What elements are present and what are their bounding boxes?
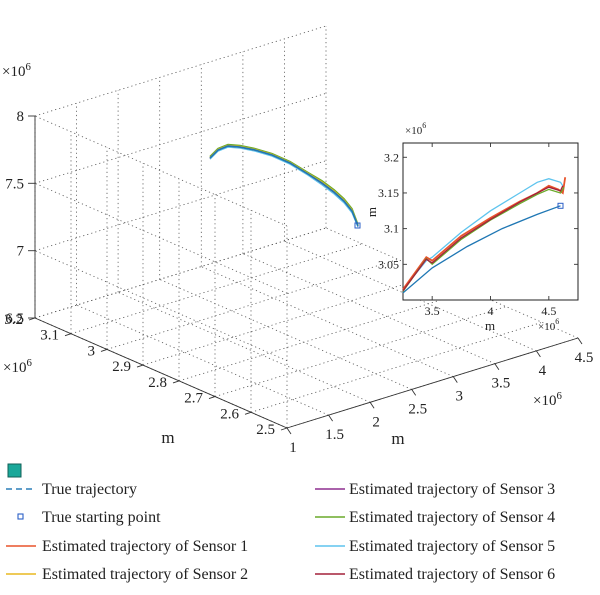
z-tick-label: 6.5 [5,311,24,327]
grid-floor-y [70,243,363,335]
y-tick [64,333,72,337]
x-tick [494,363,500,370]
inset-x-tick-label: 4 [488,304,494,318]
grid-3d [34,25,579,429]
x-tick-label: 3.5 [491,376,510,392]
z-scale-label: ×106 [2,61,31,80]
trajectories-3d [209,143,361,229]
x-tick [452,376,458,383]
inset-series-line [402,185,564,292]
x-tick-label: 1.5 [325,427,344,443]
grid-floor-y [106,259,399,350]
y-tick-label: 3.2 [4,312,23,328]
x-tick [286,427,292,435]
grid-side-z [34,115,288,227]
z-tick-label: 7 [17,244,25,260]
legend-label: True trajectory [42,481,137,498]
grid-back-z [34,227,327,319]
inset-chart: 3.5 4 4.5 3.05 3.1 3.15 3.2 m m ×106 ×106 [364,121,579,333]
grid-floor-y [250,321,543,413]
inset-y-scale-label: ×106 [405,121,426,137]
x-tick [536,350,541,358]
grid-floor-y [142,274,435,366]
grid-floor-y [178,290,471,382]
x-scale-label: ×106 [533,390,562,409]
legend-label: Estimated trajectory of Sensor 1 [42,538,248,555]
grid-side-z [34,182,288,294]
grid-floor-x [159,279,412,390]
inset-y-tick-label: 3.15 [378,186,399,200]
inset-x-axis-label: m [485,318,495,333]
legend-label: True starting point [42,509,161,526]
axis-labels-3d: 6.577.58×10611.522.533.544.5×106m2.52.62… [2,61,593,456]
trajectory-3d-line [209,146,359,228]
y-axis-line [34,317,288,429]
legend-label: Estimated trajectory of Sensor 3 [349,481,555,498]
grid-side-z [34,250,288,362]
y-tick-label: 2.9 [112,359,131,375]
axes-3d [28,115,583,435]
y-tick-label: 2.7 [184,391,203,407]
z-tick-label: 8 [17,109,25,125]
x-tick-label: 2 [372,414,380,430]
trajectory-3d-line [209,143,359,225]
legend-swatch-square [17,513,24,520]
inset-x-scale-label: ×106 [538,317,559,333]
x-tick-label: 4.5 [575,350,594,366]
inset-y-axis-label: m [364,207,379,217]
y-tick-label: 2.5 [256,422,275,438]
y-tick [100,348,108,352]
y-tick-label: 2.8 [148,375,167,391]
y-tick [28,317,36,321]
start-point-3d-marker [354,222,361,229]
grid-back-z [34,160,327,252]
x-axis-line [286,337,579,429]
x-tick-label: 2.5 [408,401,427,417]
y-tick [280,427,288,431]
y-tick-label: 2.6 [220,406,239,422]
inset-x-tick-label: 3.5 [425,304,440,318]
y-tick-label: 3 [88,343,96,359]
y-axis-label: m [161,428,174,447]
inset-x-tick-label: 4.5 [541,304,556,318]
inset-y-tick-label: 3.2 [384,150,399,164]
x-tick-label: 4 [539,363,547,379]
inset-y-tick-label: 3.05 [378,257,399,271]
inset-start-marker [557,202,564,209]
inset-series-line [402,205,561,294]
inset-y-tick-label: 3.1 [384,222,399,236]
inset-frame [402,142,579,301]
legend-label: Estimated trajectory of Sensor 2 [42,566,248,583]
legend: True trajectory True starting point Estima… [6,463,555,583]
legend-label: Estimated trajectory of Sensor 4 [349,509,555,526]
x-axis-label: m [391,429,404,448]
grid-floor-y [214,306,507,397]
x-tick [328,414,333,422]
y-tick [136,364,144,368]
x-tick [411,389,417,396]
z-tick-label: 7.5 [5,176,24,192]
x-tick [369,402,375,409]
x-tick-label: 3 [456,389,464,405]
y-tick-label: 3.1 [40,328,59,344]
x-tick [577,337,583,345]
y-tick [208,396,216,400]
legend-title-swatch [7,463,22,478]
y-tick [244,411,252,415]
grid-back-z [34,92,327,184]
grid-back-z [34,25,327,117]
y-tick [172,380,180,384]
legend-label: Estimated trajectory of Sensor 5 [349,538,555,555]
legend-label: Estimated trajectory of Sensor 6 [349,566,555,583]
y-scale-label: ×106 [3,357,32,376]
trajectory-3d-line [209,145,359,227]
x-tick-label: 1 [289,440,297,456]
